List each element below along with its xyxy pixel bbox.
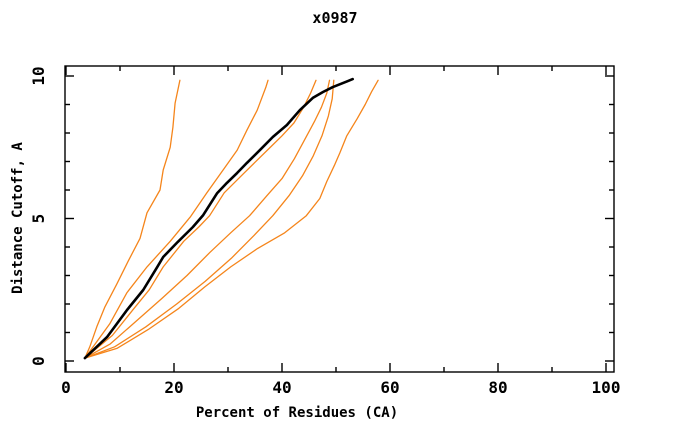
x-tick-label: 40 (272, 378, 291, 397)
y-axis-label: Distance Cutoff, A (10, 142, 26, 294)
axis-ticks (65, 66, 614, 372)
y-tick-label: 0 (29, 356, 48, 366)
x-axis-label: Percent of Residues (CA) (196, 405, 398, 421)
series-line-orange-curve-4 (84, 79, 331, 359)
x-tick-label: 100 (592, 378, 621, 397)
series-line-orange-curve-6 (84, 79, 379, 359)
x-tick-label: 80 (488, 378, 507, 397)
data-series (83, 77, 379, 360)
x-tick-label: 60 (380, 378, 399, 397)
chart-title: x0987 (312, 9, 357, 27)
x-tick-label: 20 (164, 378, 183, 397)
y-tick-label: 10 (29, 66, 48, 85)
tick-labels: 0 20 40 60 80 100 0 5 10 (29, 66, 620, 397)
series-line-orange-curve-2 (84, 79, 269, 359)
series-line-orange-curve-1 (84, 79, 181, 359)
x-tick-label: 0 (61, 378, 71, 397)
series-line-black-curve (83, 77, 355, 360)
y-tick-label: 5 (29, 214, 48, 224)
series-line-orange-curve-5 (84, 79, 335, 359)
series-line-orange-curve-3 (84, 79, 317, 359)
